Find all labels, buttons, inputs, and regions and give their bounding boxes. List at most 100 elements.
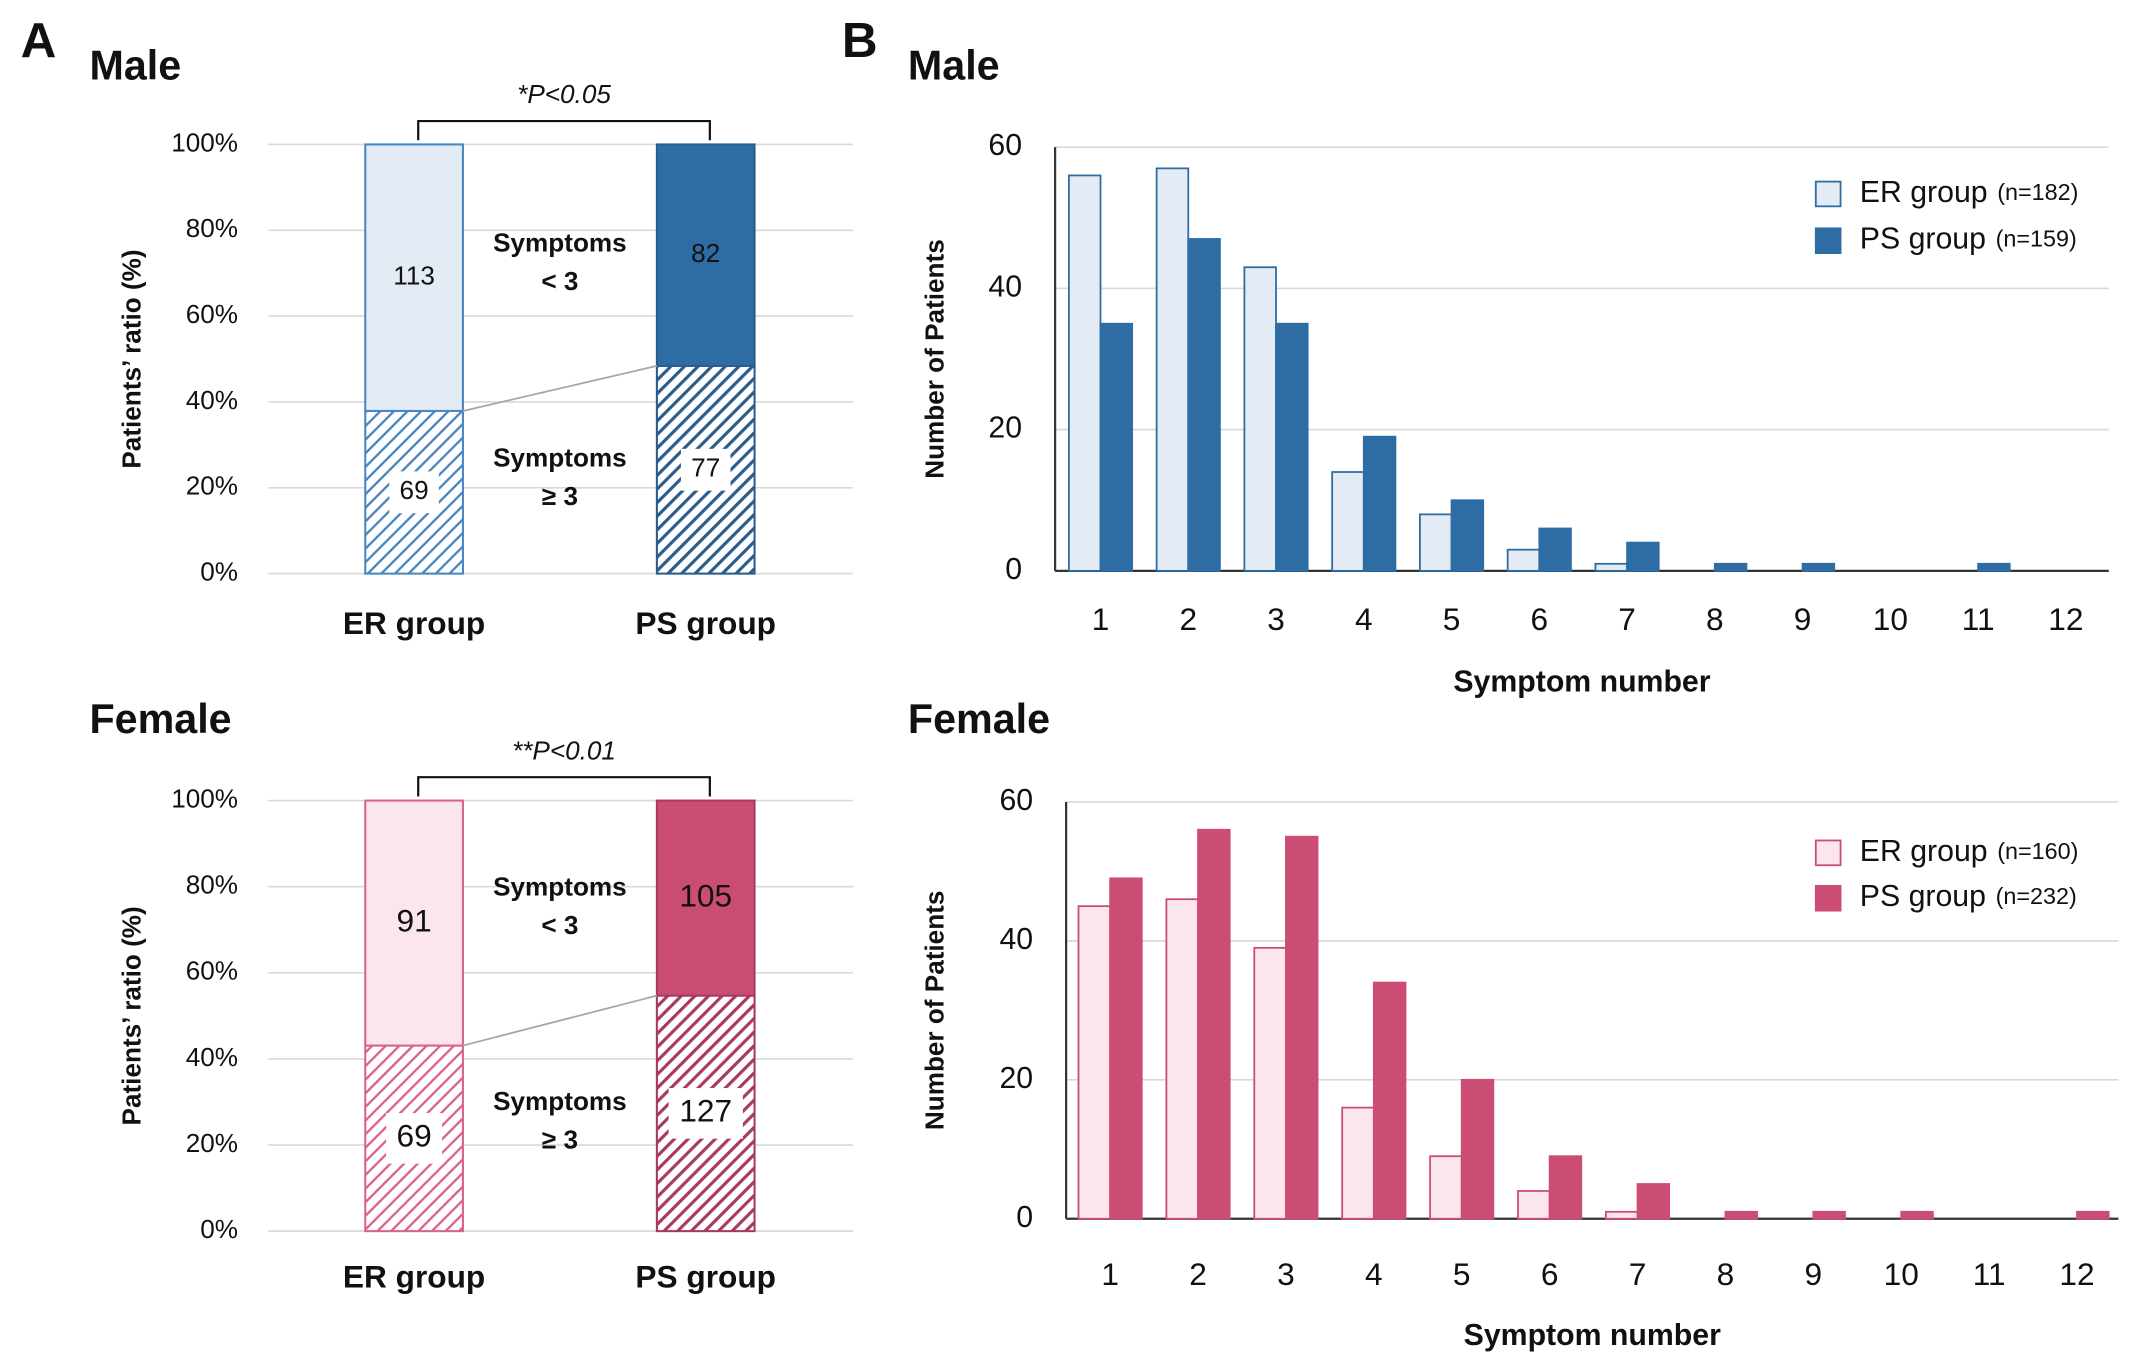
bar (1900, 1210, 1934, 1220)
chart-title: Female (908, 696, 1050, 742)
count-label: 77 (691, 453, 720, 483)
count-label-bg (389, 471, 439, 514)
x-tick-label: 11 (1962, 601, 1995, 637)
significance-label: *P<0.05 (517, 79, 611, 109)
count-label: 127 (679, 1093, 732, 1129)
significance-bracket (417, 119, 711, 141)
bar (1341, 1106, 1375, 1220)
x-tick-label: ER group (343, 605, 485, 641)
x-tick-label: 3 (1277, 1256, 1295, 1292)
series-label: Symptoms ≥ 3 (493, 443, 627, 512)
bar (1253, 946, 1287, 1220)
chart-title: Female (89, 696, 231, 742)
x-tick-label: 10 (1884, 1256, 1919, 1292)
legend-swatch (1814, 839, 1842, 867)
count-label: 91 (397, 902, 432, 938)
y-tick-label: 0% (200, 557, 238, 587)
connector-line (462, 994, 658, 1047)
y-tick-label: 0% (200, 1214, 238, 1244)
legend-name: ER group (1860, 835, 1988, 868)
count-label-bg (680, 448, 731, 491)
bar (1594, 562, 1628, 572)
series-label-box: Symptoms ≥ 3 (493, 443, 627, 512)
x-tick-label: 4 (1365, 1256, 1383, 1292)
x-tick-label: 9 (1794, 601, 1812, 637)
bar (1517, 1190, 1551, 1220)
legend-name: PS group (1860, 223, 1986, 256)
y-tick-label: 100% (171, 783, 238, 813)
bar-segment (364, 143, 464, 412)
bar (1077, 905, 1112, 1220)
bar (1636, 1183, 1671, 1220)
x-axis-label: Symptom number (1453, 666, 1710, 699)
series-label: Symptoms < 3 (493, 229, 627, 297)
bar (1067, 174, 1102, 572)
y-axis-label: Patients’ ratio (%) (116, 906, 146, 1125)
x-tick-label: 2 (1189, 1256, 1207, 1292)
significance-label: **P<0.01 (512, 735, 616, 765)
bar (1460, 1078, 1495, 1220)
bar (1724, 1210, 1758, 1220)
x-tick-label: 6 (1531, 601, 1549, 637)
legend-entry: PS group (n=159) (1860, 223, 2077, 256)
bar (1099, 322, 1134, 572)
series-label-box: Symptoms < 3 (493, 229, 627, 297)
x-axis-label: Symptom number (1464, 1319, 1721, 1352)
y-tick-label: 60% (186, 299, 238, 329)
y-tick-label: 100% (171, 127, 238, 157)
y-tick-label: 20 (999, 1062, 1033, 1095)
bar (1243, 266, 1277, 572)
bar (1713, 562, 1748, 572)
bar (1109, 877, 1143, 1220)
legend-entry: PS group (n=232) (1860, 880, 2077, 913)
legend-n: (n=160) (1997, 838, 2078, 864)
bar (1548, 1155, 1583, 1220)
panel-label: A (21, 13, 57, 68)
series-label-box: Symptoms ≥ 3 (493, 1089, 627, 1156)
count-label: 113 (393, 261, 435, 291)
legend-name: PS group (1860, 880, 1986, 913)
x-tick-label: ER group (343, 1259, 485, 1295)
bar (1538, 527, 1572, 572)
count-label-bg (668, 1088, 743, 1139)
panel-label: B (842, 13, 878, 68)
legend-entry: ER group (n=182) (1860, 176, 2079, 209)
bar (1506, 548, 1541, 572)
y-axis-label: Number of Patients (920, 891, 950, 1131)
x-tick-label: 1 (1092, 601, 1110, 637)
bar (1155, 167, 1190, 572)
legend-n: (n=182) (1997, 179, 2078, 205)
bar (1372, 981, 1407, 1220)
bar (1450, 499, 1485, 572)
y-tick-label: 0 (1016, 1201, 1033, 1234)
bar (2076, 1210, 2110, 1220)
x-tick-label: 10 (1873, 601, 1908, 637)
y-tick-label: 60 (999, 784, 1033, 817)
bar-segment (655, 799, 756, 997)
bar (1429, 1155, 1463, 1220)
bar (1419, 513, 1453, 572)
y-tick-label: 80% (186, 213, 238, 243)
y-tick-label: 60% (186, 956, 238, 986)
x-tick-label: 1 (1101, 1256, 1119, 1292)
y-axis-label: Number of Patients (920, 239, 950, 479)
x-tick-label: 2 (1179, 601, 1197, 637)
series-label-box: Symptoms < 3 (493, 873, 627, 941)
series-label: Symptoms < 3 (493, 873, 627, 941)
count-label: 82 (691, 238, 720, 268)
bar (1187, 238, 1221, 572)
y-tick-label: 0 (1005, 553, 1022, 586)
bar (1197, 828, 1231, 1220)
x-tick-label: 5 (1453, 1256, 1471, 1292)
bar-segment (364, 799, 464, 1047)
bar (1275, 322, 1309, 572)
bar-segment (655, 143, 756, 367)
x-tick-label: 8 (1706, 601, 1724, 637)
x-tick-label: 11 (1973, 1256, 2006, 1292)
y-tick-label: 20% (186, 1128, 238, 1158)
legend-entry: ER group (n=160) (1860, 835, 2079, 868)
y-axis-label: Patients’ ratio (%) (116, 249, 146, 468)
y-tick-label: 40% (186, 1042, 238, 1072)
bar (1977, 562, 2011, 572)
